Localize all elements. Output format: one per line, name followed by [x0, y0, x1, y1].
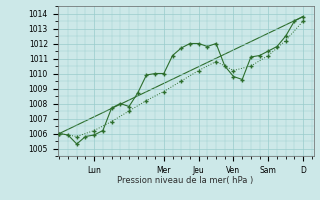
X-axis label: Pression niveau de la mer( hPa ): Pression niveau de la mer( hPa ): [117, 176, 254, 185]
